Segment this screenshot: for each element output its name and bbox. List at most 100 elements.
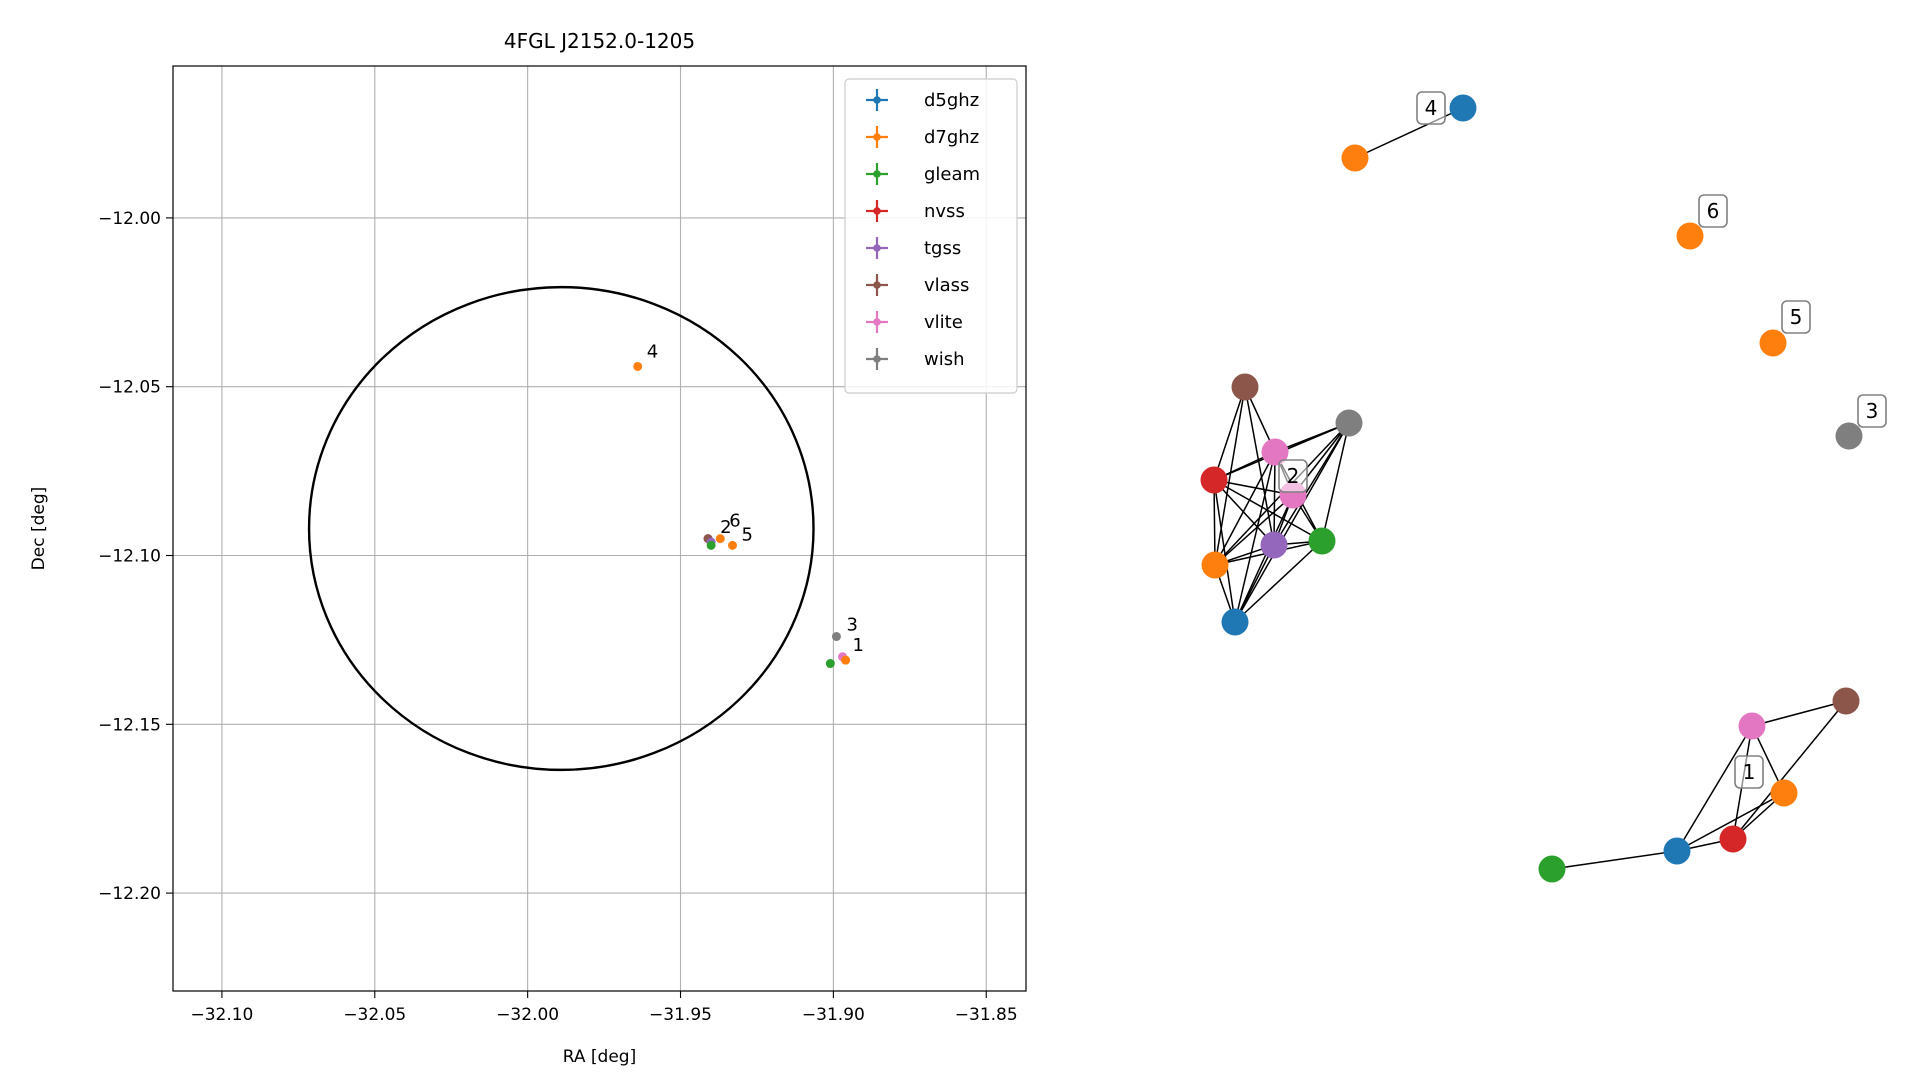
group-label-box bbox=[1416, 91, 1446, 125]
network-edge bbox=[1676, 725, 1753, 852]
network-node-vlite bbox=[1738, 712, 1766, 740]
network-edge bbox=[1732, 700, 1847, 840]
group-label-box bbox=[1781, 300, 1811, 334]
network-node-gleam bbox=[1538, 855, 1566, 883]
point-label: 1 bbox=[853, 635, 864, 656]
legend-marker-dot bbox=[873, 244, 881, 252]
network-edge bbox=[1234, 451, 1276, 623]
point-d7ghz bbox=[727, 540, 737, 550]
legend-marker-dot bbox=[873, 133, 881, 141]
network-node-d7ghz bbox=[1341, 144, 1369, 172]
plot-frame bbox=[172, 65, 1027, 992]
network-node-d5ghz bbox=[1663, 837, 1691, 865]
group-label-box bbox=[1734, 755, 1764, 789]
network-edge bbox=[1213, 386, 1246, 481]
x-tick-label: −31.85 bbox=[955, 1005, 1018, 1025]
network-node-d5ghz bbox=[1449, 94, 1477, 122]
legend-label-d5ghz: d5ghz bbox=[924, 90, 979, 111]
group-label-text: 6 bbox=[1707, 199, 1720, 223]
legend-label-d7ghz: d7ghz bbox=[924, 127, 979, 148]
point-d7ghz bbox=[715, 534, 725, 544]
y-tick-label: −12.05 bbox=[98, 378, 161, 398]
legend-marker-dot bbox=[873, 281, 881, 289]
network-edge bbox=[1234, 494, 1294, 623]
x-axis-label: RA [deg] bbox=[563, 1047, 636, 1067]
network-node-d7ghz bbox=[1676, 222, 1704, 250]
network-node-tgss bbox=[1260, 531, 1288, 559]
point-gleam bbox=[825, 659, 835, 669]
y-tick-label: −12.20 bbox=[98, 884, 161, 904]
group-label-box bbox=[1857, 394, 1887, 428]
network-edge bbox=[1321, 422, 1350, 542]
group-label-text: 5 bbox=[1790, 305, 1803, 329]
legend-label-vlite: vlite bbox=[924, 312, 963, 333]
network-panel: 4 6 5 3 2 1 bbox=[1200, 91, 1887, 883]
network-node-d7ghz bbox=[1770, 779, 1798, 807]
point-d7ghz bbox=[841, 655, 851, 665]
legend-label-gleam: gleam bbox=[924, 164, 980, 185]
x-tick-label: −32.00 bbox=[496, 1005, 559, 1025]
network-edge bbox=[1273, 451, 1276, 546]
axis-ticks: −32.10 −32.05 −32.00 −31.95 −31.90 −31.85 −12.… bbox=[98, 209, 1018, 1025]
network-edge bbox=[1551, 850, 1678, 870]
network-node-d5ghz bbox=[1221, 608, 1249, 636]
network-edge bbox=[1234, 540, 1323, 623]
uncertainty-ellipse bbox=[307, 285, 815, 772]
network-edge bbox=[1354, 107, 1464, 159]
point-label: 2 bbox=[720, 517, 731, 538]
network-edge bbox=[1213, 479, 1323, 542]
legend: d5ghz d7ghz gleam nvss tgss vlass vlite wish bbox=[844, 78, 1018, 394]
scatter-points bbox=[633, 361, 851, 669]
network-node-nvss bbox=[1200, 466, 1228, 494]
group-label-box bbox=[1698, 194, 1728, 228]
y-tick-label: −12.00 bbox=[98, 209, 161, 229]
legend-marker-dot bbox=[873, 207, 881, 215]
y-tick-label: −12.10 bbox=[98, 547, 161, 567]
network-edge bbox=[1234, 422, 1350, 623]
legend-marker-dot bbox=[873, 355, 881, 363]
group-label-text: 3 bbox=[1866, 399, 1879, 423]
network-edge bbox=[1214, 386, 1246, 566]
network-node-gleam bbox=[1308, 527, 1336, 555]
legend-label-nvss: nvss bbox=[924, 201, 965, 222]
legend-box bbox=[844, 78, 1018, 394]
group-label-text: 2 bbox=[1287, 464, 1300, 488]
scatter-panel: 4 265 31 −32.10 −32.05 −32.00 −31.95 −31.90 −31… bbox=[29, 29, 1027, 1067]
point-d7ghz bbox=[633, 361, 643, 371]
network-edge bbox=[1214, 494, 1294, 566]
legend-marker-dot bbox=[873, 170, 881, 178]
ellipse-outline bbox=[307, 285, 815, 772]
network-node-vlass bbox=[1231, 373, 1259, 401]
y-tick-label: −12.15 bbox=[98, 715, 161, 735]
network-node-wish bbox=[1835, 422, 1863, 450]
legend-label-wish: wish bbox=[924, 349, 965, 370]
point-label: 3 bbox=[846, 615, 857, 636]
legend-marker-dot bbox=[873, 96, 881, 104]
network-edges bbox=[1213, 107, 1847, 870]
network-edge bbox=[1213, 479, 1216, 566]
network-nodes bbox=[1200, 94, 1863, 883]
network-group-labels: 4 6 5 3 2 1 bbox=[1278, 91, 1887, 789]
x-tick-label: −32.10 bbox=[190, 1005, 253, 1025]
legend-label-vlass: vlass bbox=[924, 275, 969, 296]
x-tick-label: −31.90 bbox=[802, 1005, 865, 1025]
point-wish bbox=[831, 632, 841, 642]
network-edge bbox=[1213, 479, 1236, 623]
network-edge bbox=[1213, 479, 1275, 546]
point-gleam bbox=[706, 540, 716, 550]
legend-marker-dot bbox=[873, 318, 881, 326]
legend-label-tgss: tgss bbox=[924, 238, 961, 259]
network-node-vlass bbox=[1832, 687, 1860, 715]
y-axis-label: Dec [deg] bbox=[29, 487, 49, 571]
x-tick-label: −31.95 bbox=[649, 1005, 712, 1025]
network-edge bbox=[1234, 544, 1275, 623]
network-node-d7ghz bbox=[1759, 329, 1787, 357]
network-edge bbox=[1751, 700, 1847, 727]
network-node-vlite bbox=[1261, 438, 1289, 466]
chart-title: 4FGL J2152.0-1205 bbox=[504, 29, 695, 53]
group-label-text: 4 bbox=[1425, 96, 1438, 120]
group-label-text: 1 bbox=[1743, 760, 1756, 784]
group-label-box bbox=[1278, 459, 1308, 493]
point-label: 4 bbox=[647, 341, 658, 362]
